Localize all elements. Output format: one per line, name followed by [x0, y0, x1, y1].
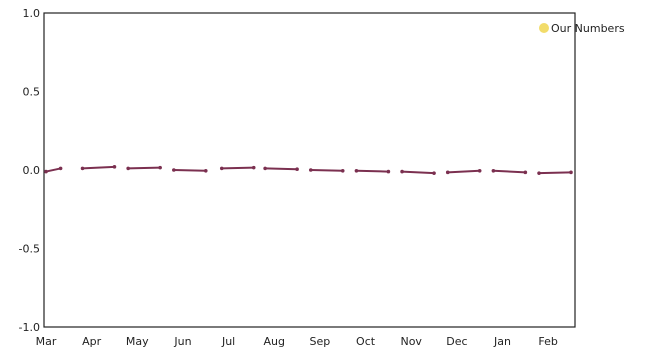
y-tick-label: -1.0: [19, 321, 40, 334]
data-point: [569, 170, 573, 175]
data-point: [172, 168, 176, 172]
data-point: [308, 168, 313, 172]
data-point: [354, 168, 359, 173]
legend-label: Our Numbers: [551, 22, 625, 35]
series-line-segment: [538, 171, 572, 175]
data-point: [523, 170, 528, 175]
data-point: [386, 169, 391, 174]
data-point: [80, 166, 85, 171]
x-axis-tick-labels: Mar Apr May Jun Jul Aug Sep Oct Nov Dec Jan Feb: [36, 335, 558, 348]
data-point: [295, 167, 299, 172]
data-point: [491, 168, 496, 173]
data-point: [400, 169, 404, 174]
y-tick-label: -0.5: [19, 243, 40, 256]
y-tick-label: 1.0: [23, 7, 41, 20]
series-line-segment: [309, 169, 344, 172]
x-tick-label: Mar: [36, 335, 57, 348]
data-point: [445, 170, 450, 175]
data-point: [537, 171, 541, 175]
series-line-segment: [81, 165, 116, 170]
data-point: [432, 171, 436, 175]
data-point: [203, 168, 208, 173]
data-point: [58, 166, 63, 171]
data-point: [477, 168, 482, 173]
x-tick-label: Apr: [82, 335, 102, 348]
series-line-segment: [127, 166, 162, 170]
data-point: [340, 168, 345, 173]
series-line-segment: [492, 169, 527, 174]
legend: Our Numbers: [539, 22, 625, 35]
legend-marker: [539, 23, 549, 33]
series-line-segment: [264, 167, 299, 171]
x-tick-label: Sep: [310, 335, 331, 348]
y-axis-tick-labels: 1.0 0.5 0.0 -0.5 -1.0: [19, 7, 40, 334]
y-tick-label: 0.5: [23, 86, 41, 99]
x-tick-label: Oct: [356, 335, 376, 348]
series-line-segment: [45, 167, 62, 173]
data-point: [251, 165, 256, 170]
x-tick-label: May: [126, 335, 149, 348]
x-tick-label: Jan: [493, 335, 511, 348]
series-line-segment: [220, 166, 255, 170]
plot-frame: [43, 12, 576, 328]
line-series-segments: [44, 165, 573, 175]
series-line-segment: [355, 169, 390, 173]
series-line-segment: [172, 169, 207, 172]
data-point: [112, 165, 117, 169]
x-tick-label: Dec: [446, 335, 467, 348]
data-point: [219, 166, 224, 171]
x-tick-label: Jul: [221, 335, 235, 348]
series-line-segment: [401, 170, 436, 175]
x-tick-label: Aug: [264, 335, 285, 348]
data-point: [44, 169, 48, 174]
data-point: [126, 166, 130, 171]
x-tick-label: Feb: [538, 335, 557, 348]
x-tick-label: Jun: [173, 335, 191, 348]
data-point: [158, 165, 162, 170]
data-point: [263, 166, 267, 171]
x-tick-label: Nov: [400, 335, 422, 348]
series-line-segment: [446, 169, 481, 174]
y-tick-label: 0.0: [23, 164, 41, 177]
